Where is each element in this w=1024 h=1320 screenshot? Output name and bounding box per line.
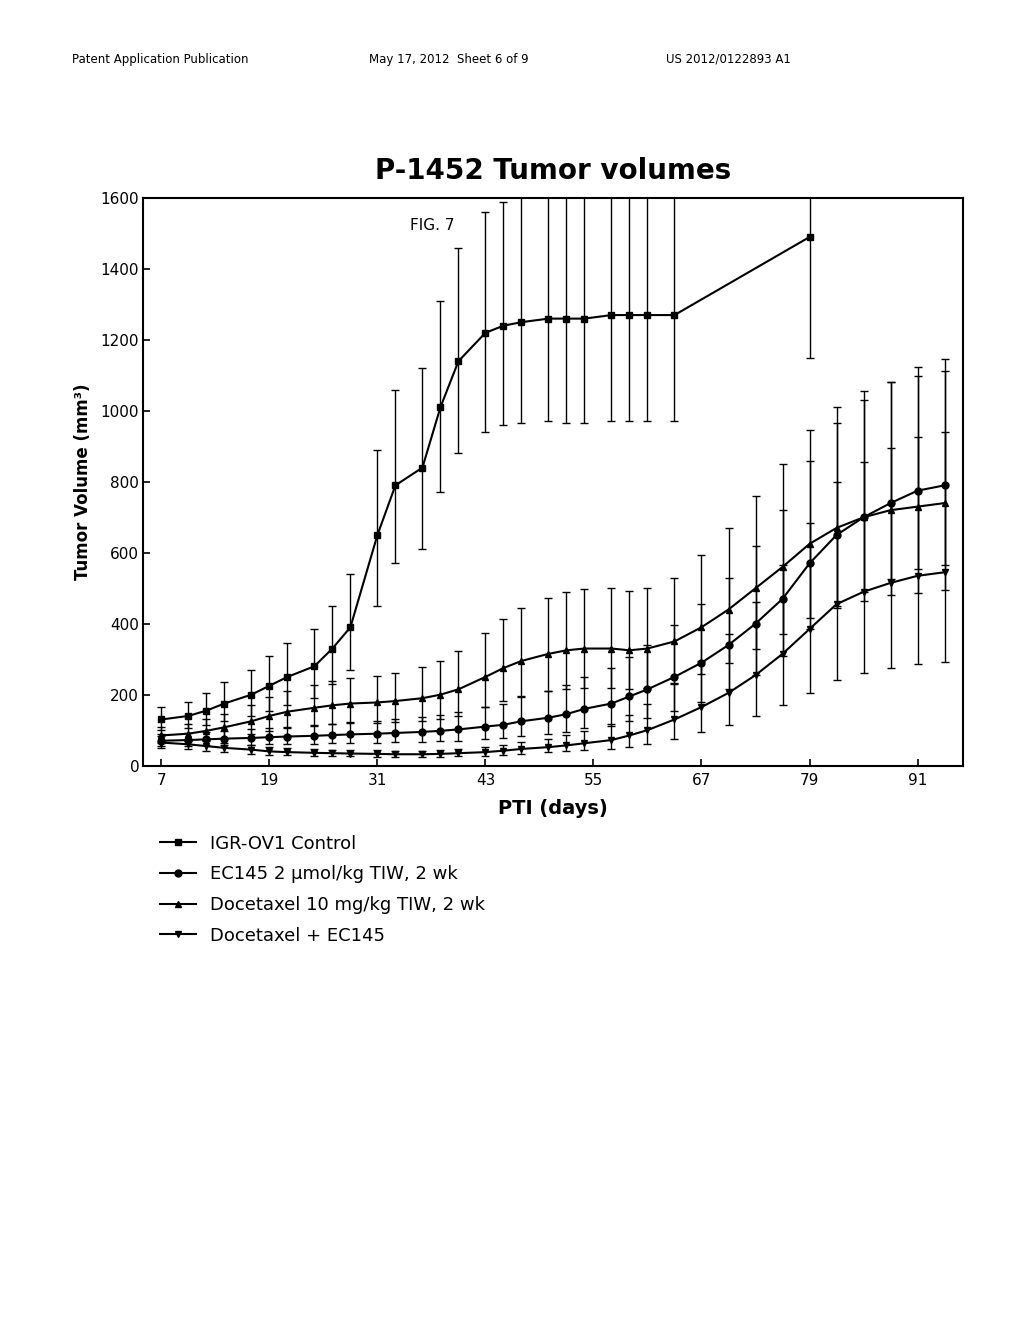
Legend: IGR-OV1 Control, EC145 2 μmol/kg TIW, 2 wk, Docetaxel 10 mg/kg TIW, 2 wk, Doceta: IGR-OV1 Control, EC145 2 μmol/kg TIW, 2 … bbox=[153, 828, 493, 952]
Text: Patent Application Publication: Patent Application Publication bbox=[72, 53, 248, 66]
Text: May 17, 2012  Sheet 6 of 9: May 17, 2012 Sheet 6 of 9 bbox=[369, 53, 528, 66]
X-axis label: PTI (days): PTI (days) bbox=[498, 799, 608, 817]
Text: FIG. 7: FIG. 7 bbox=[410, 218, 454, 232]
Y-axis label: Tumor Volume (mm³): Tumor Volume (mm³) bbox=[74, 384, 92, 579]
Text: US 2012/0122893 A1: US 2012/0122893 A1 bbox=[666, 53, 791, 66]
Title: P-1452 Tumor volumes: P-1452 Tumor volumes bbox=[375, 157, 731, 185]
